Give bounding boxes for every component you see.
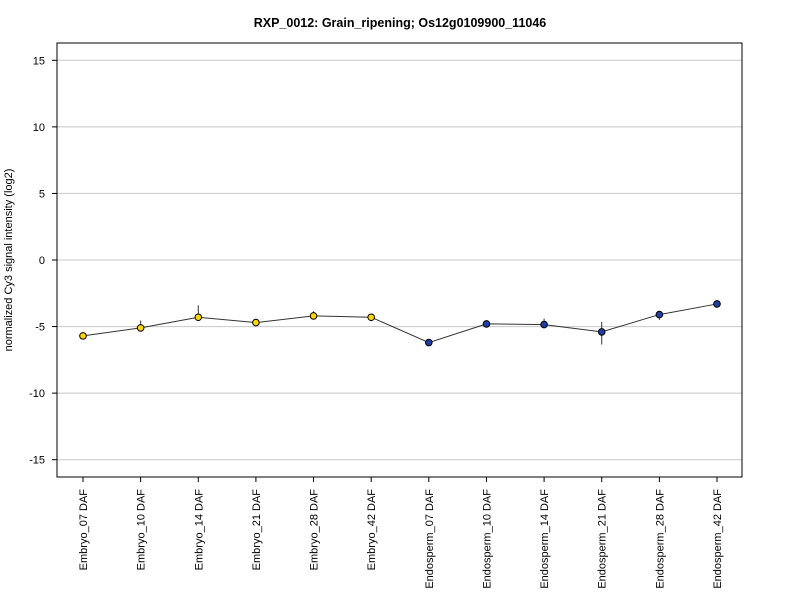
x-tick-label: Endosperm_42 DAF bbox=[712, 489, 724, 589]
x-tick-label: Embryo_42 DAF bbox=[366, 489, 378, 571]
data-point bbox=[194, 313, 203, 322]
y-tick-label: 5 bbox=[39, 188, 45, 200]
plot-frame bbox=[56, 42, 743, 478]
x-tick-label: Embryo_07 DAF bbox=[78, 489, 90, 571]
series-line bbox=[82, 303, 718, 344]
x-tick-label: Embryo_10 DAF bbox=[136, 489, 148, 571]
y-tick-label: 0 bbox=[39, 255, 45, 267]
x-tick-label: Endosperm_28 DAF bbox=[654, 489, 666, 589]
data-point bbox=[597, 328, 606, 336]
y-axis-ticks: -15 -10 -5 0 5 10 15 bbox=[29, 55, 57, 467]
y-tick-label: 10 bbox=[33, 122, 45, 134]
chart-title: RXP_0012: Grain_ripening; Os12g0109900_1… bbox=[254, 16, 547, 30]
x-tick-label: Endosperm_10 DAF bbox=[481, 489, 493, 589]
x-tick-label: Embryo_28 DAF bbox=[309, 489, 321, 571]
y-tick-label: -5 bbox=[35, 322, 45, 334]
x-tick-label: Endosperm_07 DAF bbox=[424, 489, 436, 589]
y-tick-label: -10 bbox=[29, 388, 45, 400]
y-tick-label: 15 bbox=[33, 55, 45, 67]
data-point bbox=[482, 320, 491, 328]
data-point bbox=[655, 310, 664, 319]
x-tick-label: Endosperm_21 DAF bbox=[597, 489, 609, 589]
data-point bbox=[252, 318, 260, 327]
y-axis-label: normalized Cy3 signal intensity (log2) bbox=[3, 169, 15, 352]
x-tick-label: Endosperm_14 DAF bbox=[539, 489, 551, 589]
y-tick-label: -15 bbox=[29, 455, 45, 467]
data-point bbox=[540, 320, 548, 329]
data-point bbox=[309, 312, 318, 320]
data-point bbox=[367, 313, 375, 322]
data-point bbox=[425, 338, 433, 347]
x-tick-label: Embryo_21 DAF bbox=[251, 489, 263, 571]
data-point bbox=[79, 332, 87, 340]
series-expression bbox=[79, 300, 721, 347]
x-tick-label: Embryo_14 DAF bbox=[193, 489, 205, 571]
data-point bbox=[136, 324, 145, 332]
data-point bbox=[713, 300, 721, 308]
x-axis-ticks: Embryo_07 DAF Embryo_10 DAF Embryo_14 DAF E… bbox=[78, 477, 724, 589]
grid-lines bbox=[57, 59, 742, 461]
